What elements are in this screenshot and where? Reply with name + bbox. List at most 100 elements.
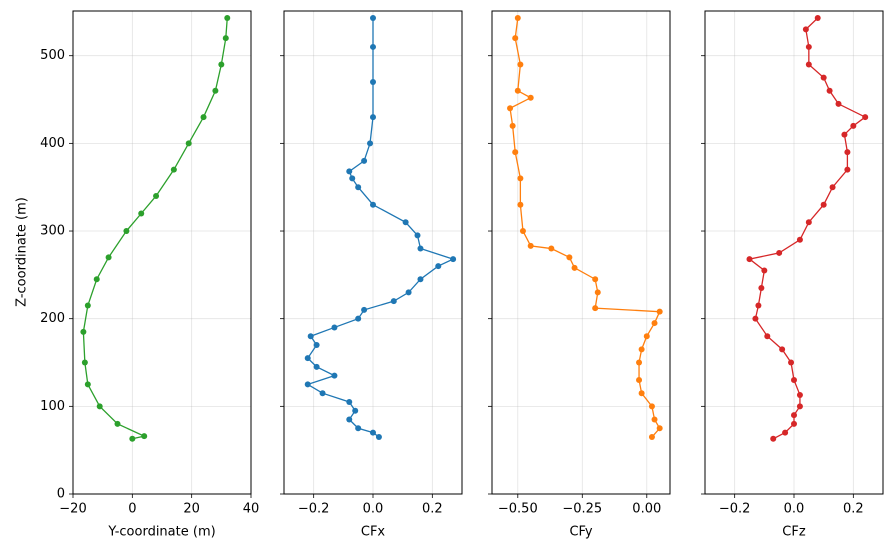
point xyxy=(844,166,851,173)
point xyxy=(346,416,353,423)
y-tick-label: 200 xyxy=(40,311,65,326)
point xyxy=(370,43,376,50)
point xyxy=(656,308,663,315)
point xyxy=(517,61,524,68)
point xyxy=(758,285,765,292)
point xyxy=(862,114,869,121)
y-tick-label: 300 xyxy=(40,224,65,239)
point xyxy=(331,372,338,379)
x-tick-label: 0.0 xyxy=(784,502,805,517)
point xyxy=(84,302,91,309)
x-tick-label: −0.2 xyxy=(719,502,751,517)
point xyxy=(355,425,362,432)
point xyxy=(370,201,376,208)
point xyxy=(548,245,555,252)
point xyxy=(802,26,809,33)
point xyxy=(517,175,524,182)
point xyxy=(96,403,103,410)
point xyxy=(850,122,857,129)
point xyxy=(370,79,376,86)
axes-frame xyxy=(704,10,884,495)
point xyxy=(84,381,91,388)
point xyxy=(370,429,376,436)
point xyxy=(331,324,338,331)
x-tick-label: 20 xyxy=(183,502,200,517)
x-axis-label: Y-coordinate (m) xyxy=(107,525,215,540)
point xyxy=(185,140,192,147)
point xyxy=(796,403,803,410)
point xyxy=(512,149,519,156)
point xyxy=(638,346,645,353)
point xyxy=(796,236,803,243)
series-line xyxy=(509,17,661,438)
x-tick-label: 0.2 xyxy=(843,502,864,517)
x-tick-label: −20 xyxy=(59,502,86,517)
point xyxy=(643,333,650,340)
point xyxy=(355,184,362,191)
point xyxy=(81,359,88,366)
y-axis-label: Z-coordinate (m) xyxy=(15,197,30,307)
point xyxy=(123,228,130,235)
x-tick-label: 0.2 xyxy=(422,502,443,517)
point xyxy=(138,210,145,217)
axes-frame xyxy=(72,10,252,495)
point xyxy=(514,15,521,22)
x-axis-label: CFz xyxy=(782,525,806,540)
point xyxy=(841,131,848,138)
point xyxy=(355,315,362,322)
x-tick-label: −0.25 xyxy=(562,502,602,517)
point xyxy=(346,168,353,175)
point xyxy=(779,346,786,353)
point xyxy=(648,434,655,441)
point xyxy=(791,377,797,384)
point xyxy=(820,201,827,208)
point xyxy=(752,315,759,322)
y-tick-label: 0 xyxy=(57,487,65,502)
point xyxy=(566,254,573,261)
axes-frame xyxy=(491,10,671,495)
point xyxy=(592,276,599,283)
point xyxy=(114,420,121,427)
point xyxy=(512,35,519,42)
point xyxy=(805,219,812,226)
point xyxy=(782,429,789,436)
x-tick-label: −0.50 xyxy=(498,502,538,517)
point xyxy=(346,398,353,405)
point xyxy=(405,289,412,296)
point xyxy=(826,87,833,94)
y-tick-label: 100 xyxy=(40,399,65,414)
point xyxy=(805,61,812,68)
point xyxy=(755,302,762,309)
axes-frame xyxy=(283,10,463,495)
point xyxy=(651,320,658,327)
point xyxy=(80,328,87,335)
x-tick-label: 0.0 xyxy=(363,502,384,517)
point xyxy=(349,175,356,182)
point xyxy=(402,219,409,226)
point xyxy=(375,434,382,441)
point xyxy=(313,341,320,348)
point xyxy=(788,359,795,366)
point xyxy=(361,306,368,313)
point xyxy=(636,359,643,366)
point xyxy=(519,228,526,235)
point xyxy=(222,35,229,42)
point xyxy=(820,74,827,81)
series-line xyxy=(306,18,455,438)
point xyxy=(129,435,136,442)
x-axis-label: CFy xyxy=(569,525,592,540)
y-tick-label: 500 xyxy=(40,48,65,63)
point xyxy=(218,61,225,68)
point xyxy=(844,149,851,156)
point xyxy=(435,263,442,270)
point xyxy=(527,94,534,101)
point xyxy=(141,433,148,440)
point xyxy=(791,412,797,419)
point xyxy=(304,355,311,362)
point xyxy=(200,114,207,121)
point xyxy=(791,420,797,427)
point xyxy=(417,276,424,283)
point xyxy=(761,267,768,274)
point xyxy=(170,166,177,173)
